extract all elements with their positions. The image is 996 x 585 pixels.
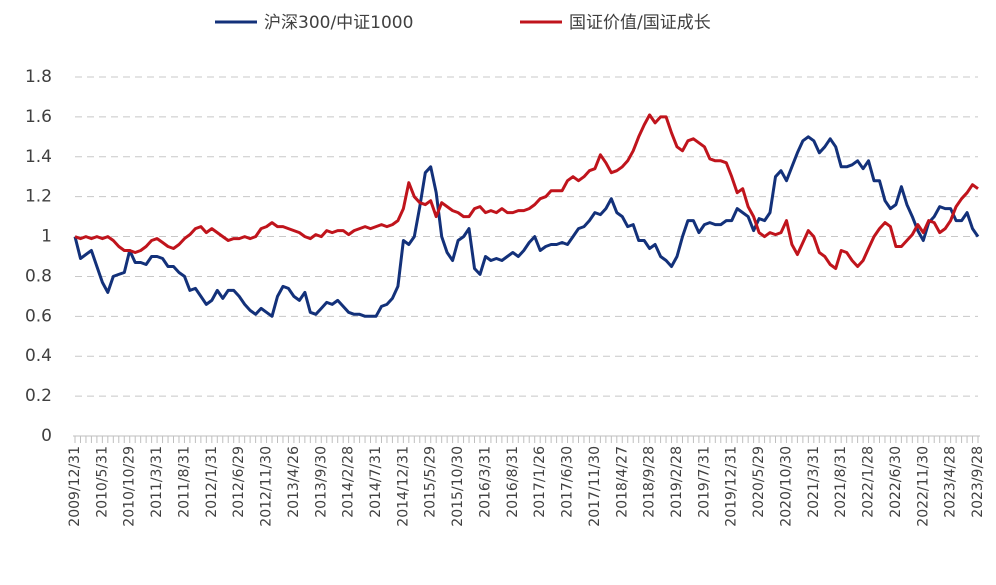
x-tick-label: 2021/8/31 bbox=[833, 446, 849, 518]
series-line bbox=[74, 113, 979, 270]
x-tick-label: 2017/1/26 bbox=[532, 446, 548, 518]
x-tick-label: 2013/4/26 bbox=[286, 446, 302, 518]
x-tick-label: 2022/6/30 bbox=[888, 446, 904, 518]
x-tick-label: 2017/6/30 bbox=[560, 446, 576, 518]
y-tick-label: 1.6 bbox=[25, 107, 52, 127]
x-tick-label: 2023/9/28 bbox=[970, 446, 986, 518]
y-tick-label: 1.8 bbox=[25, 67, 52, 87]
x-tick-label: 2016/8/31 bbox=[505, 446, 521, 518]
y-tick-label: 0 bbox=[41, 426, 52, 446]
x-tick-label: 2013/9/30 bbox=[313, 446, 329, 518]
y-tick-label: 1.2 bbox=[25, 187, 52, 207]
x-tick-label: 2016/3/31 bbox=[477, 446, 493, 518]
x-tick-label: 2019/12/31 bbox=[724, 446, 740, 527]
series-line bbox=[73, 135, 980, 318]
x-tick-label: 2012/6/29 bbox=[231, 446, 247, 518]
legend-label: 国证价值/国证成长 bbox=[569, 13, 711, 33]
x-tick-label: 2011/3/31 bbox=[149, 446, 165, 518]
x-tick-label: 2015/10/30 bbox=[450, 446, 466, 527]
legend-label: 沪深300/中证1000 bbox=[264, 13, 413, 33]
x-tick-label: 2020/10/30 bbox=[778, 446, 794, 527]
x-tick-label: 2018/9/28 bbox=[642, 446, 658, 518]
x-tick-label: 2018/4/27 bbox=[614, 446, 630, 518]
x-tick-label: 2010/5/31 bbox=[94, 446, 110, 518]
y-tick-label: 1 bbox=[41, 227, 52, 247]
x-tick-label: 2022/11/30 bbox=[915, 446, 931, 527]
x-tick-label: 2022/1/28 bbox=[861, 446, 877, 518]
x-tick-label: 2014/12/31 bbox=[395, 446, 411, 527]
x-tick-label: 2010/10/29 bbox=[122, 446, 138, 527]
y-tick-label: 0.8 bbox=[25, 266, 52, 286]
y-tick-label: 0.6 bbox=[25, 306, 52, 326]
y-tick-label: 0.2 bbox=[25, 386, 52, 406]
x-tick-label: 2014/2/28 bbox=[341, 446, 357, 518]
x-tick-label: 2017/11/30 bbox=[587, 446, 603, 527]
x-tick-label: 2012/11/30 bbox=[259, 446, 275, 527]
x-tick-label: 2009/12/31 bbox=[67, 446, 83, 527]
y-tick-label: 1.4 bbox=[25, 147, 52, 167]
x-tick-label: 2019/2/28 bbox=[669, 446, 685, 518]
x-tick-label: 2020/5/29 bbox=[751, 446, 767, 518]
x-tick-label: 2023/4/28 bbox=[943, 446, 959, 518]
x-tick-label: 2015/5/29 bbox=[423, 446, 439, 518]
x-tick-label: 2014/7/31 bbox=[368, 446, 384, 518]
x-tick-label: 2012/1/31 bbox=[204, 446, 220, 518]
x-tick-label: 2011/8/31 bbox=[176, 446, 192, 518]
y-tick-label: 0.4 bbox=[25, 346, 52, 366]
x-tick-label: 2019/7/31 bbox=[696, 446, 712, 518]
x-tick-label: 2021/3/31 bbox=[806, 446, 822, 518]
